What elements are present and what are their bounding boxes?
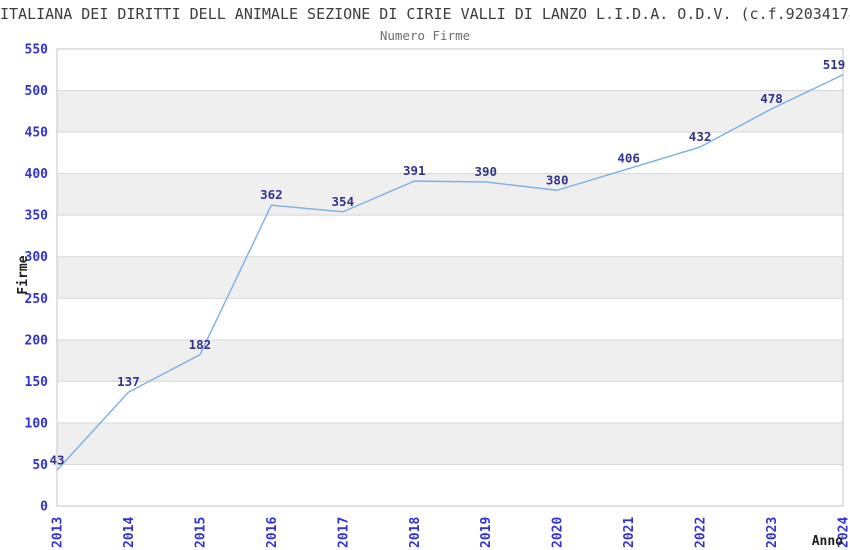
data-point-label: 137 — [117, 374, 140, 389]
y-tick-label: 400 — [25, 167, 49, 182]
y-axis-title: Firme — [16, 255, 31, 294]
plot-border — [56, 48, 844, 507]
plot-band — [57, 256, 843, 299]
x-tick-label: 2016 — [265, 517, 280, 548]
data-point-label: 390 — [474, 164, 497, 179]
x-tick-label: 2017 — [336, 517, 351, 548]
data-point-label: 406 — [617, 151, 640, 166]
y-tick-label: 100 — [25, 416, 49, 431]
y-tick-label: 500 — [25, 84, 49, 99]
x-tick-label: 2023 — [765, 517, 780, 548]
x-tick-label: 2019 — [479, 517, 494, 548]
x-tick-label: 2013 — [51, 517, 66, 548]
x-axis-title: Anno — [812, 534, 843, 549]
plot-band — [57, 422, 843, 465]
data-point-label: 391 — [403, 163, 426, 178]
data-point-label: 182 — [189, 337, 212, 352]
data-point-label: 354 — [332, 194, 355, 209]
data-line — [56, 74, 844, 471]
x-tick-label: 2021 — [622, 517, 637, 548]
y-tick-label: 450 — [25, 126, 49, 141]
data-point-label: 362 — [260, 187, 283, 202]
x-tick-label: 2018 — [408, 517, 423, 548]
x-tick-label: 2014 — [122, 517, 137, 548]
y-tick-label: 150 — [25, 375, 49, 390]
x-tick-label: 2020 — [551, 517, 566, 548]
chart-title: ITALIANA DEI DIRITTI DELL ANIMALE SEZION… — [0, 5, 850, 23]
data-point-label: 380 — [546, 172, 569, 187]
y-tick-label: 350 — [25, 209, 49, 224]
data-point-label: 478 — [760, 91, 783, 106]
y-tick-label: 0 — [40, 500, 48, 515]
x-tick-label: 2022 — [694, 517, 709, 548]
chart-subtitle: Numero Firme — [379, 28, 471, 43]
plot-band — [57, 90, 843, 133]
plot-band — [57, 173, 843, 216]
y-tick-label: 550 — [25, 43, 49, 58]
x-tick-label: 2024 — [837, 517, 850, 548]
y-tick-label: 300 — [25, 250, 49, 265]
plot-band — [57, 339, 843, 382]
y-tick-label: 50 — [32, 458, 48, 473]
data-point-label: 432 — [689, 129, 712, 144]
x-tick-label: 2015 — [193, 517, 208, 548]
y-tick-label: 200 — [25, 333, 49, 348]
y-tick-label: 250 — [25, 292, 49, 307]
data-point-label: 519 — [823, 57, 846, 72]
data-point-label: 43 — [49, 452, 64, 467]
